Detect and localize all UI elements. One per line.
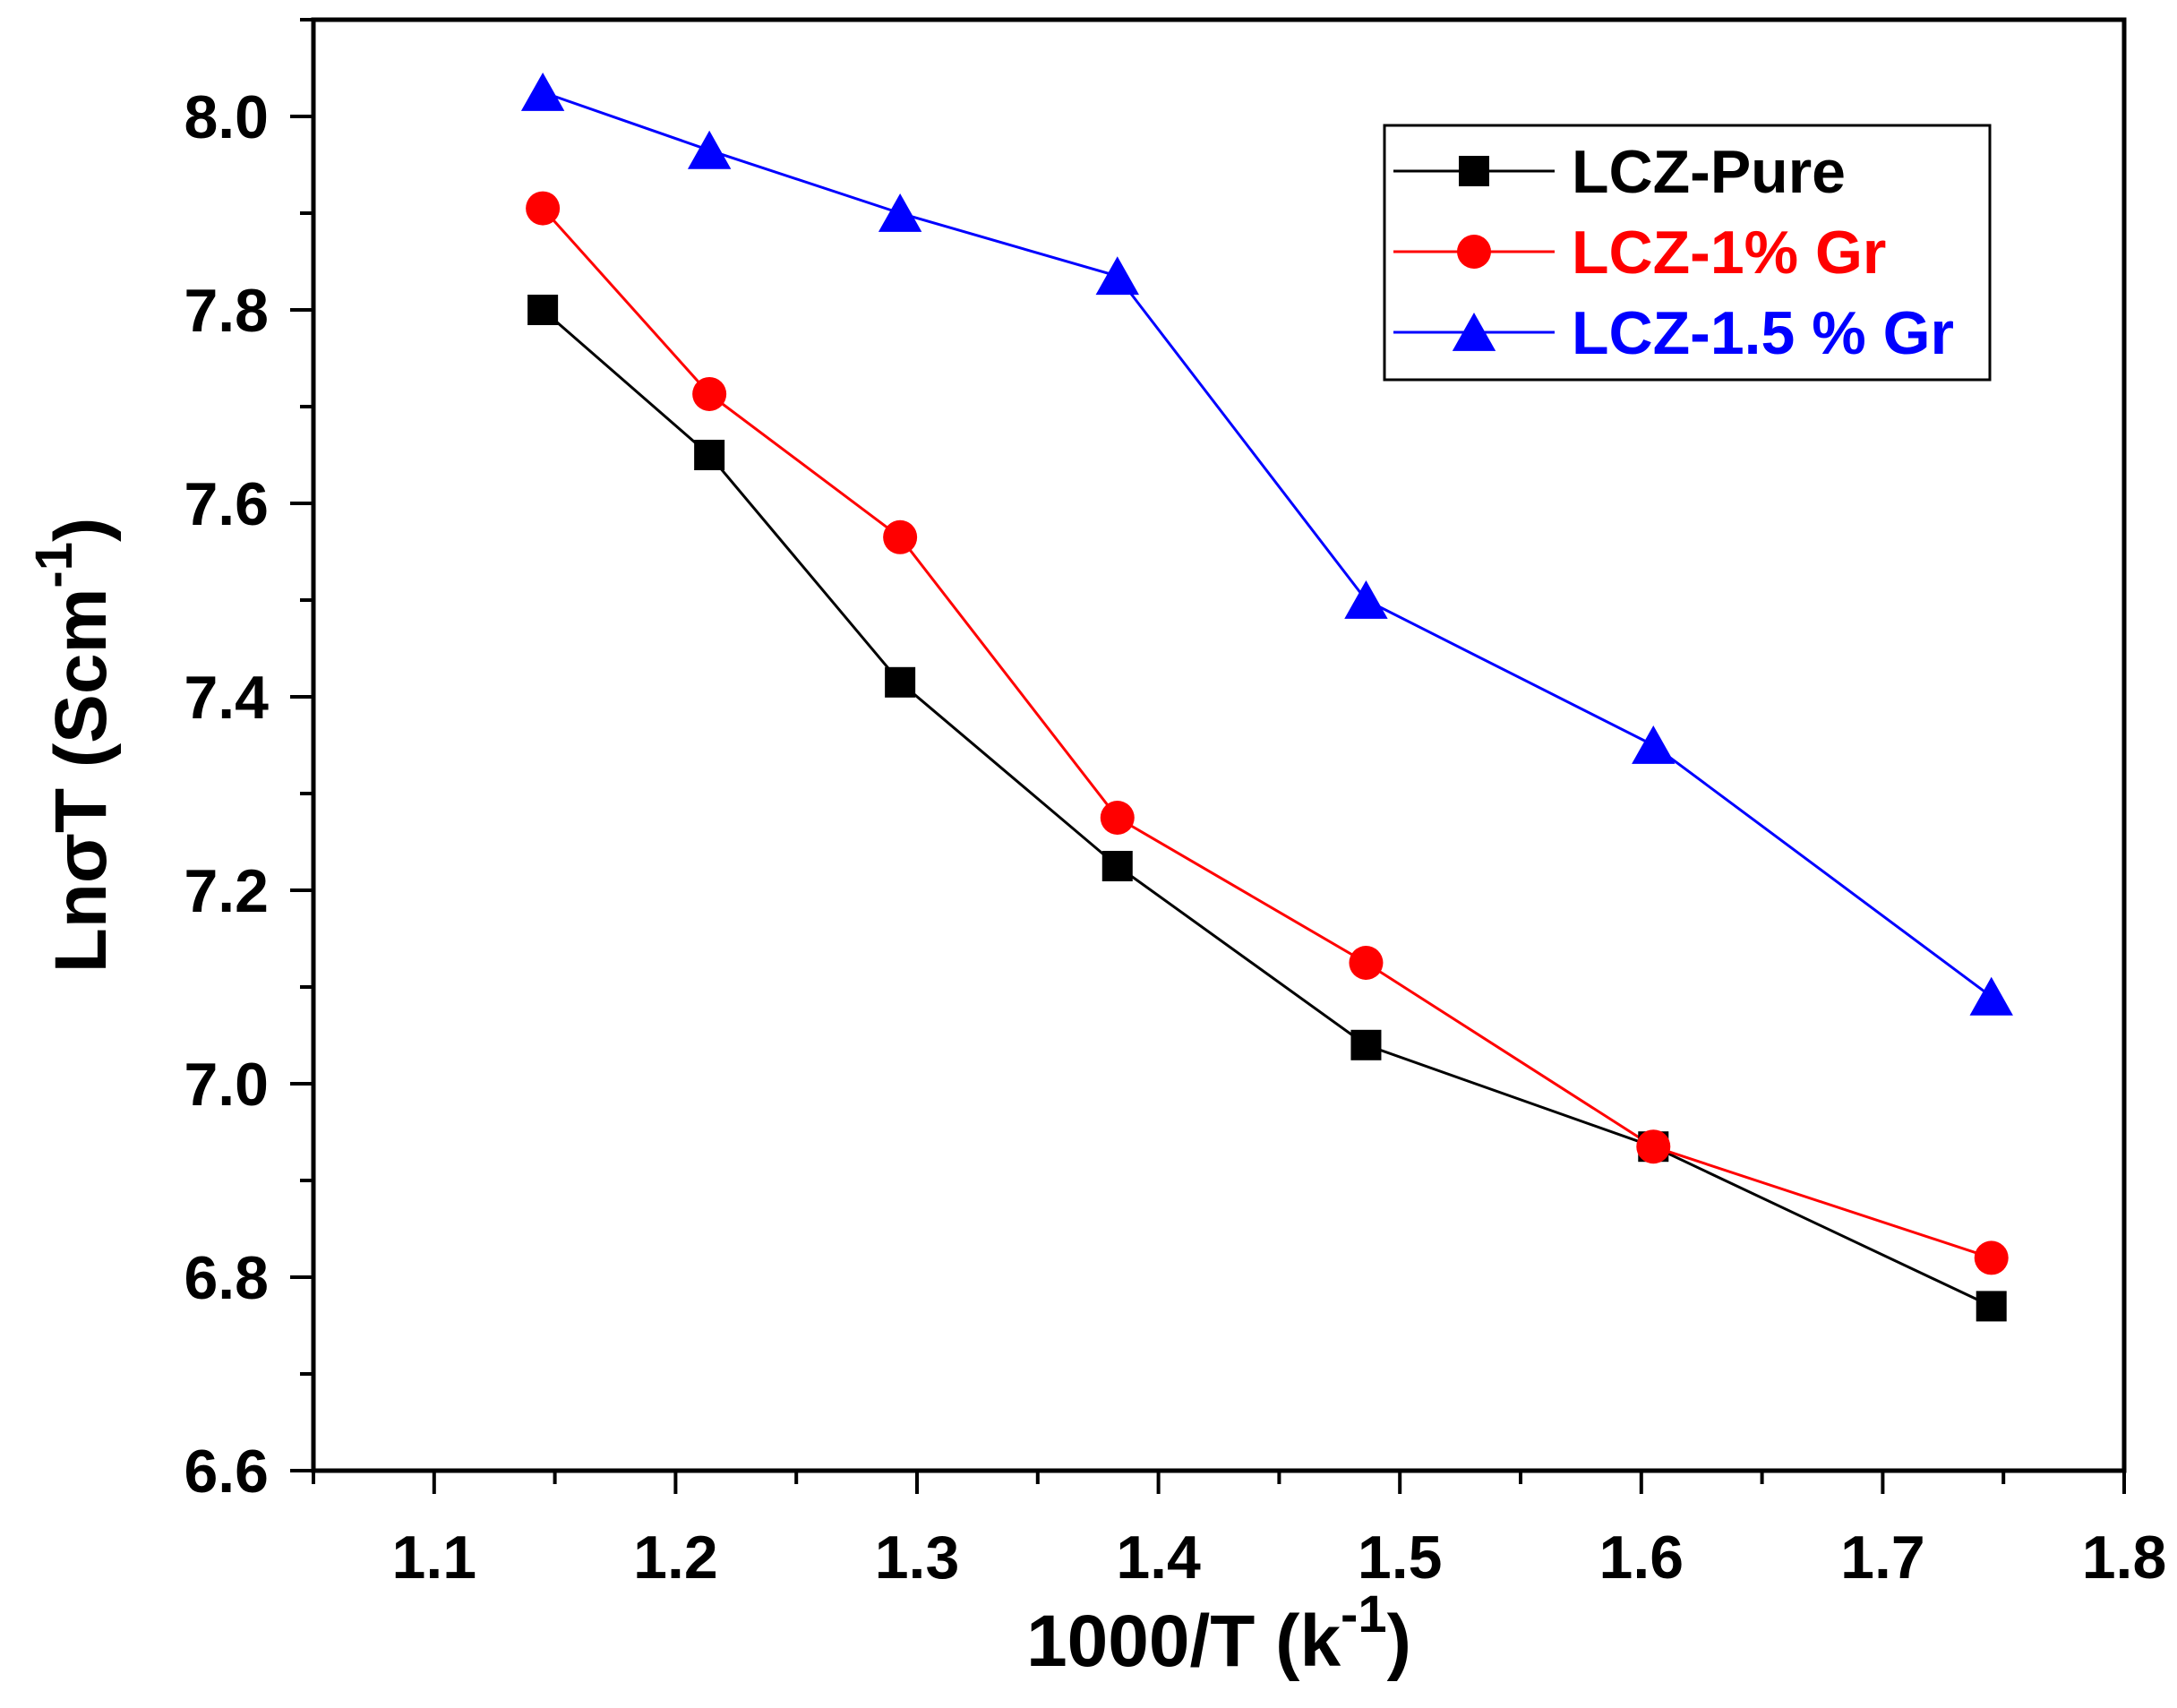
- data-point-2-5: [1632, 725, 1676, 764]
- data-point-2-4: [1344, 580, 1388, 619]
- y-tick-label: 6.6: [184, 1438, 269, 1506]
- y-tick-label: 7.6: [184, 470, 269, 538]
- x-tick-label: 1.7: [1840, 1523, 1925, 1592]
- x-axis-title: 1000/T (k-1): [1026, 1585, 1411, 1682]
- data-point-1-2: [883, 519, 918, 554]
- data-point-1-1: [692, 376, 727, 411]
- legend-label-2: LCZ-1.5 % Gr: [1572, 299, 1954, 367]
- data-point-1-4: [1349, 946, 1384, 980]
- x-tick-label: 1.3: [875, 1523, 960, 1592]
- y-tick-label: 6.8: [184, 1244, 269, 1312]
- legend-label-1: LCZ-1% Gr: [1572, 219, 1886, 287]
- data-point-2-3: [1095, 256, 1139, 296]
- data-point-2-0: [520, 73, 565, 111]
- x-tick-label: 1.4: [1116, 1523, 1201, 1592]
- legend-label-0: LCZ-Pure: [1572, 138, 1846, 206]
- axis-ticks: [290, 18, 2126, 1494]
- series-markers: [520, 73, 2013, 1322]
- y-tick-label: 8.0: [184, 83, 269, 151]
- data-point-0-1: [694, 440, 725, 470]
- x-tick-label: 1.2: [633, 1523, 718, 1592]
- legend-marker-1: [1457, 235, 1491, 269]
- x-tick-label: 1.1: [392, 1523, 477, 1592]
- y-tick-label: 7.8: [184, 277, 269, 345]
- data-point-1-3: [1100, 801, 1135, 835]
- data-point-0-0: [527, 295, 559, 325]
- data-point-0-2: [885, 666, 916, 698]
- data-point-1-0: [526, 191, 561, 226]
- series-line-0: [542, 308, 1993, 1308]
- plot-frame: [311, 17, 2127, 1473]
- y-tick-label: 7.2: [184, 857, 269, 925]
- y-tick-label: 7.4: [184, 664, 269, 732]
- x-tick-label: 1.5: [1358, 1523, 1443, 1592]
- data-point-0-3: [1101, 851, 1133, 881]
- data-point-2-2: [878, 193, 922, 232]
- legend-marker-0: [1459, 156, 1489, 186]
- legend-marker-2: [1452, 313, 1496, 351]
- data-point-1-6: [1974, 1240, 2009, 1275]
- y-axis-title: LnσT (Scm-1): [25, 518, 122, 974]
- data-point-2-6: [1969, 976, 2013, 1016]
- data-point-2-1: [687, 130, 732, 169]
- data-point-0-6: [1976, 1291, 2007, 1322]
- data-point-1-5: [1636, 1129, 1671, 1164]
- x-tick-label: 1.8: [2082, 1523, 2167, 1592]
- tick-labels: 1.1 1.2 1.3 1.4 1.5 1.6 1.7 1.8 6.6 6.8 7.0 7.2 7.4 7…: [184, 83, 2166, 1592]
- y-tick-label: 7.0: [184, 1051, 269, 1119]
- data-point-0-4: [1350, 1029, 1382, 1060]
- x-tick-label: 1.6: [1599, 1523, 1684, 1592]
- legend: LCZ-Pure LCZ-1% Gr LCZ-1.5 % Gr: [1383, 124, 1992, 382]
